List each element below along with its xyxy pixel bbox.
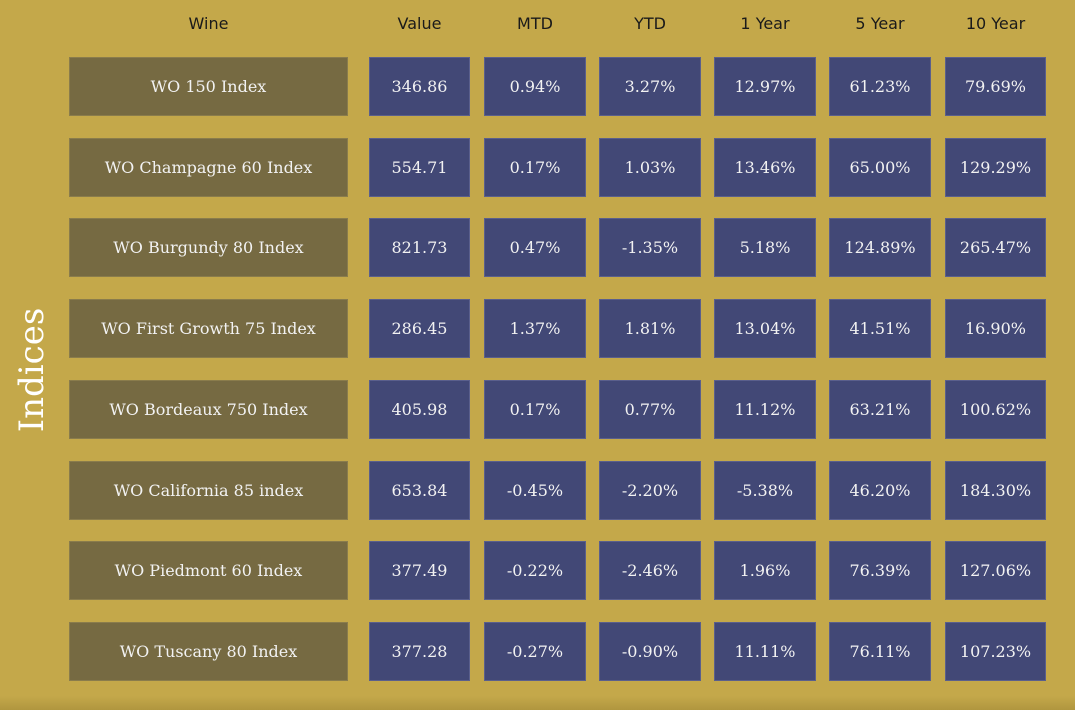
index-name-cell: WO Piedmont 60 Index [69, 541, 348, 601]
index-name-cell: WO Tuscany 80 Index [69, 621, 348, 681]
index-name-cell: WO Bordeaux 750 Index [69, 379, 348, 439]
5-year-cell: 65.00% [829, 137, 931, 197]
mtd-cell: 0.94% [484, 57, 586, 116]
1-year-cell: -5.38% [714, 460, 816, 520]
ytd-cell: 3.27% [599, 57, 701, 116]
1-year-cell: 13.04% [714, 299, 816, 359]
1-year-cell: 13.46% [714, 137, 816, 197]
header-10-year: 10 Year [965, 14, 1026, 33]
1-year-cell: 1.96% [714, 541, 816, 601]
header-value: Value [397, 14, 442, 33]
5-year-cell: 63.21% [829, 379, 931, 439]
10-year-cell: 100.62% [945, 379, 1046, 439]
5-year-cell: 76.39% [829, 541, 931, 601]
value-cell: 377.49 [369, 541, 470, 601]
index-name-cell: WO California 85 index [69, 460, 348, 520]
10-year-cell: 129.29% [945, 137, 1046, 197]
1-year-cell: 11.12% [714, 379, 816, 439]
ytd-cell: -1.35% [599, 218, 701, 278]
10-year-cell: 107.23% [945, 621, 1046, 681]
header-ytd: YTD [634, 14, 666, 33]
1-year-cell: 12.97% [714, 57, 816, 116]
5-year-cell: 124.89% [829, 218, 931, 278]
5-year-cell: 41.51% [829, 299, 931, 359]
header-1-year: 1 Year [740, 14, 790, 33]
indices-label: Indices [12, 307, 52, 433]
5-year-cell: 46.20% [829, 460, 931, 520]
ytd-cell: -0.90% [599, 621, 701, 681]
bottom-shade [0, 696, 1075, 710]
index-name-cell: WO Champagne 60 Index [69, 137, 348, 197]
value-cell: 286.45 [369, 299, 470, 359]
ytd-cell: -2.46% [599, 541, 701, 601]
10-year-cell: 16.90% [945, 299, 1046, 359]
value-cell: 653.84 [369, 460, 470, 520]
1-year-cell: 11.11% [714, 621, 816, 681]
value-cell: 405.98 [369, 379, 470, 439]
mtd-cell: -0.27% [484, 621, 586, 681]
header-5-year: 5 Year [855, 14, 905, 33]
value-cell: 554.71 [369, 137, 470, 197]
10-year-cell: 79.69% [945, 57, 1046, 116]
ytd-cell: 1.81% [599, 299, 701, 359]
header-mtd: MTD [517, 14, 553, 33]
ytd-cell: 0.77% [599, 379, 701, 439]
mtd-cell: -0.45% [484, 460, 586, 520]
mtd-cell: 0.17% [484, 137, 586, 197]
10-year-cell: 265.47% [945, 218, 1046, 278]
5-year-cell: 61.23% [829, 57, 931, 116]
mtd-cell: 1.37% [484, 299, 586, 359]
mtd-cell: 0.47% [484, 218, 586, 278]
index-name-cell: WO 150 Index [69, 57, 348, 116]
10-year-cell: 184.30% [945, 460, 1046, 520]
index-name-cell: WO Burgundy 80 Index [69, 218, 348, 278]
1-year-cell: 5.18% [714, 218, 816, 278]
5-year-cell: 76.11% [829, 621, 931, 681]
value-cell: 821.73 [369, 218, 470, 278]
ytd-cell: 1.03% [599, 137, 701, 197]
value-cell: 346.86 [369, 57, 470, 116]
mtd-cell: 0.17% [484, 379, 586, 439]
mtd-cell: -0.22% [484, 541, 586, 601]
index-name-cell: WO First Growth 75 Index [69, 299, 348, 359]
10-year-cell: 127.06% [945, 541, 1046, 601]
value-cell: 377.28 [369, 621, 470, 681]
header-wine: Wine [188, 14, 229, 33]
ytd-cell: -2.20% [599, 460, 701, 520]
